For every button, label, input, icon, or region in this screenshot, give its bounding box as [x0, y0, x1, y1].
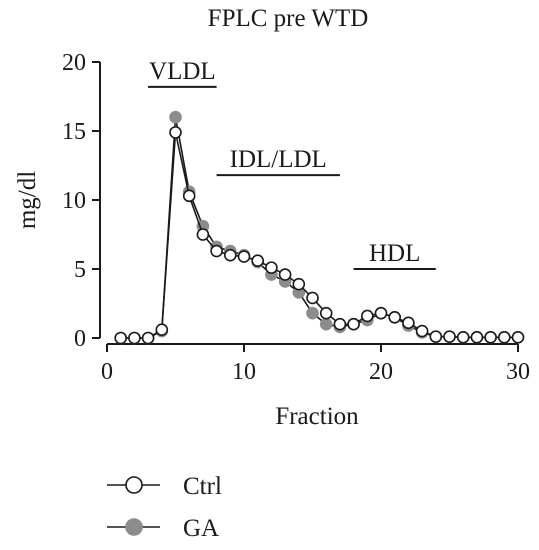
series-layer — [114, 110, 525, 345]
data-point — [484, 331, 497, 344]
data-point — [278, 268, 292, 281]
legend-marker — [125, 518, 143, 536]
region-labels: VLDL IDL/LDL HDL — [148, 58, 436, 270]
data-point — [265, 261, 278, 274]
series-ctrl — [114, 126, 525, 345]
x-tick-label: 20 — [369, 359, 393, 385]
chart-title: FPLC pre WTD — [208, 5, 369, 32]
data-point — [402, 316, 415, 330]
data-point — [319, 317, 333, 331]
data-point — [456, 331, 470, 344]
legend-label: Ctrl — [183, 473, 222, 500]
data-point — [333, 317, 347, 331]
y-tick-label: 15 — [62, 119, 86, 145]
data-point — [114, 331, 127, 345]
data-point — [224, 248, 237, 262]
legend-item-ctrl: Ctrl — [107, 473, 222, 500]
y-tick-label: 5 — [74, 257, 86, 283]
x-tick-label: 10 — [232, 359, 256, 385]
y-tick-label: 20 — [62, 50, 86, 76]
data-point — [306, 291, 319, 305]
legend-marker — [125, 476, 143, 494]
data-point — [511, 331, 525, 344]
data-point — [388, 310, 402, 324]
y-axis-label: mg/dl — [14, 171, 41, 229]
data-point — [182, 189, 196, 203]
data-point — [210, 244, 223, 258]
data-point — [128, 331, 141, 345]
data-point — [196, 228, 210, 241]
data-point — [237, 250, 251, 263]
data-point — [306, 306, 319, 320]
data-point — [169, 126, 182, 139]
y-tick-label: 10 — [62, 188, 86, 214]
data-point — [470, 331, 484, 344]
legend-item-ga: GA — [107, 515, 219, 542]
data-point — [429, 330, 443, 343]
data-point — [292, 277, 306, 291]
x-axis-label: Fraction — [275, 403, 359, 430]
data-point — [415, 324, 429, 338]
region-label: HDL — [369, 240, 420, 267]
data-point — [374, 306, 388, 320]
data-point — [169, 110, 182, 124]
data-point — [497, 331, 511, 344]
legend-label: GA — [183, 515, 219, 542]
data-point — [251, 254, 265, 268]
data-point — [141, 331, 155, 345]
data-point — [360, 309, 374, 323]
data-point — [319, 306, 333, 320]
axes: 0 5 10 15 20 0 10 20 30 — [62, 50, 530, 385]
legend: Ctrl GA — [107, 473, 222, 542]
region-label: VLDL — [149, 58, 216, 85]
x-tick-label: 0 — [101, 359, 113, 385]
data-point — [443, 330, 456, 343]
y-tick-label: 0 — [74, 326, 86, 352]
x-tick-label: 30 — [506, 359, 530, 385]
region-label: IDL/LDL — [230, 146, 327, 173]
data-point — [347, 317, 360, 331]
data-point — [155, 323, 169, 337]
